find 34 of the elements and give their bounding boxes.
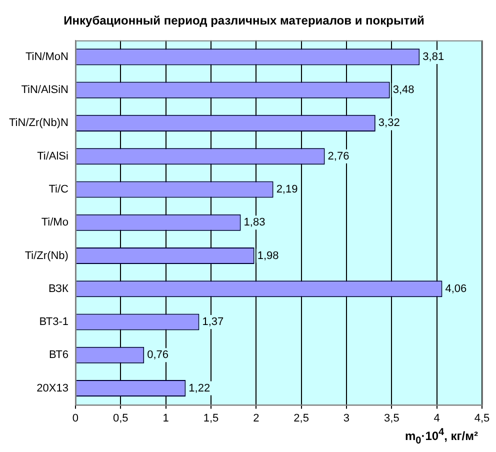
x-tick-label: 4,5 xyxy=(474,412,490,424)
x-tick-label: 0,5 xyxy=(112,412,128,424)
y-tick-label: ВТ6 xyxy=(49,349,68,362)
y-tick-label: Ti/Mo xyxy=(41,216,68,229)
x-tick-label: 3,5 xyxy=(384,412,400,424)
y-tick-label: TiN/Zr(Nb)N xyxy=(9,117,69,130)
data-label: 3,32 xyxy=(378,117,400,130)
data-label: 1,83 xyxy=(244,216,266,229)
y-tick-label: 20Х13 xyxy=(36,382,68,394)
data-label: 1,98 xyxy=(257,250,279,262)
y-tick-label: Ti/C xyxy=(48,184,69,196)
x-tick-label: 2 xyxy=(253,412,260,424)
y-tick-label: ВТ3-1 xyxy=(39,316,68,328)
y-tick-label: Ti/Zr(Nb) xyxy=(24,250,68,262)
x-tick-label: 2,5 xyxy=(294,412,309,424)
data-label: 2,19 xyxy=(276,184,298,196)
y-tick-label: Ti/AlSi xyxy=(37,150,68,162)
y-tick-label: ВЗК xyxy=(48,282,70,295)
data-label: 4,06 xyxy=(445,282,467,295)
x-tick-label: 4 xyxy=(434,412,440,424)
x-tick-label: 3 xyxy=(343,412,350,424)
x-tick-label: 1 xyxy=(162,412,169,424)
data-label: 3,81 xyxy=(422,50,444,63)
data-label: 0,76 xyxy=(147,349,169,362)
y-tick-label: TiN/MoN xyxy=(25,50,69,63)
y-tick-label: TiN/AlSiN xyxy=(21,84,69,96)
chart-title: Инкубационный период различных материалов и покрытий xyxy=(64,14,424,28)
x-tick-label: 1,5 xyxy=(203,412,219,424)
x-axis-title: m$_{0}$·10$^{4}$, кг/м² xyxy=(404,426,478,446)
data-label: 1,37 xyxy=(202,316,224,328)
x-tick-label: 0 xyxy=(72,412,79,424)
data-label: 3,48 xyxy=(392,84,414,96)
data-label: 1,22 xyxy=(188,382,210,394)
data-label: 2,76 xyxy=(328,150,350,162)
